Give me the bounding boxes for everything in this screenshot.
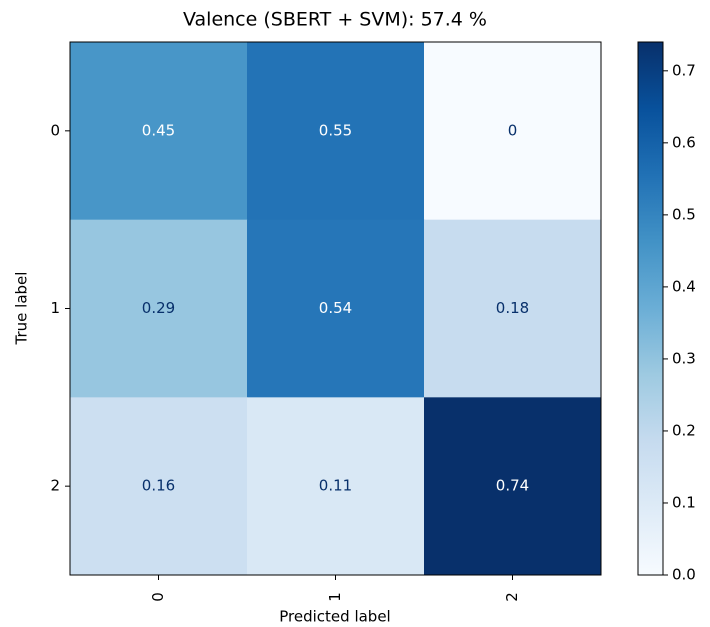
- x-axis-label: Predicted label: [279, 608, 390, 626]
- cell-label: 0.45: [142, 121, 175, 139]
- cell-label: 0: [508, 121, 518, 139]
- colorbar-tick-label: 0.2: [672, 421, 696, 439]
- cell-label: 0.29: [142, 299, 175, 317]
- cell: [424, 397, 602, 576]
- cell: [70, 42, 248, 221]
- colorbar-tick-label: 0.3: [672, 349, 696, 367]
- colorbar-tick-label: 0.6: [672, 133, 696, 151]
- cell-label: 0.18: [496, 299, 529, 317]
- cell-label: 0.11: [319, 477, 352, 495]
- colorbar-tick-label: 0.4: [672, 277, 696, 295]
- cell: [247, 42, 425, 221]
- cell-label: 0.55: [319, 121, 352, 139]
- cell: [424, 42, 602, 221]
- cell: [70, 397, 248, 576]
- x-tick-label: 0: [149, 592, 167, 602]
- cell-label: 0.74: [496, 477, 529, 495]
- cell: [247, 397, 425, 576]
- colorbar-tick-label: 0.0: [672, 566, 696, 584]
- cell: [247, 219, 425, 398]
- x-tick-label: 1: [326, 592, 344, 602]
- cell-label: 0.54: [319, 299, 352, 317]
- y-tick-label: 0: [50, 121, 60, 139]
- x-tick-label: 2: [503, 592, 521, 602]
- cell: [70, 219, 248, 398]
- colorbar-tick-label: 0.5: [672, 205, 696, 223]
- y-tick-label: 2: [50, 477, 60, 495]
- colorbar: [637, 41, 664, 576]
- chart-title: Valence (SBERT + SVM): 57.4 %: [183, 9, 487, 31]
- colorbar-tick-label: 0.7: [672, 61, 696, 79]
- cell-label: 0.16: [142, 477, 175, 495]
- y-axis-label: True label: [13, 272, 31, 346]
- colorbar-tick-label: 0.1: [672, 493, 696, 511]
- y-tick-label: 1: [50, 299, 60, 317]
- cell: [424, 219, 602, 398]
